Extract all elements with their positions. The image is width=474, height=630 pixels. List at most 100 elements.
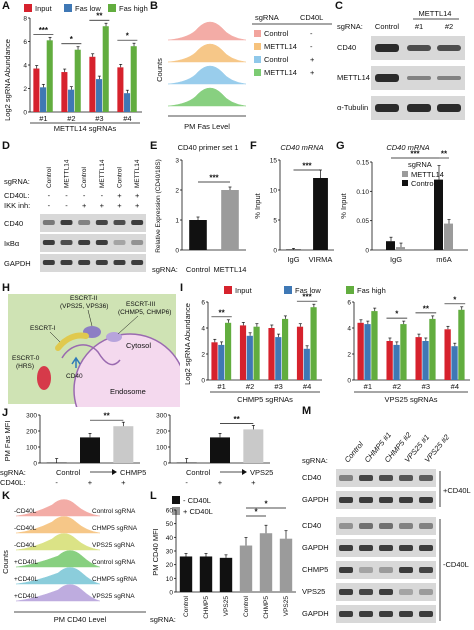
- cd40l-value: -: [48, 191, 51, 200]
- x-tick-label: #4: [123, 114, 131, 123]
- band: [339, 523, 353, 529]
- y-tick-label: 0: [169, 590, 173, 597]
- legend-sgrna: Control: [264, 55, 289, 64]
- panel-h: H ESCRT-II (VPS25, VPS36) ESCRT-III (CHM…: [0, 282, 180, 407]
- row-label-ikk: IKK inh:: [4, 201, 30, 210]
- lane-label: METTL14: [64, 159, 71, 188]
- lane-label: Control: [117, 166, 124, 188]
- band: [339, 589, 353, 595]
- bar-fas-high: [47, 40, 53, 112]
- lane-label: Control: [81, 166, 88, 188]
- legend-mettl14: METTL14: [411, 170, 444, 179]
- bar-fas-low: [422, 341, 428, 380]
- legend-swatch-input: [24, 4, 32, 12]
- bar-fas-low: [218, 345, 224, 380]
- bar-fas-low: [304, 349, 310, 380]
- bar: [286, 249, 301, 250]
- band-cd40: [131, 220, 143, 225]
- x-tick-label: VIRMA: [309, 255, 333, 264]
- x-group-label: METTL14 sgRNAs: [54, 124, 117, 133]
- x-tick-label: Control: [186, 265, 211, 274]
- band: [399, 567, 413, 573]
- band-ikba: [131, 240, 143, 245]
- legend-swatch: [254, 56, 261, 63]
- band-ikba: [43, 240, 55, 245]
- legend-swatch-fas-low: [284, 286, 292, 294]
- legend: Input Fas low Fas high: [24, 4, 148, 13]
- lane-label: Control: [343, 440, 366, 465]
- panel-label: A: [2, 0, 10, 12]
- escrt0-sub: (HRS): [16, 363, 34, 370]
- band: [379, 545, 393, 551]
- header-cd40l: CD40L: [300, 13, 323, 22]
- blot-tubulin: α-Tubulin: [337, 96, 465, 120]
- band: [339, 497, 353, 503]
- band: [339, 567, 353, 573]
- band-ikba: [78, 240, 90, 245]
- bar-input: [357, 323, 363, 380]
- histogram-2: [168, 66, 246, 84]
- side-label-bottom: -CD40L: [443, 560, 469, 569]
- sig-label: ***: [410, 150, 420, 159]
- band-gapdh: [131, 260, 143, 265]
- y-tick-label: 6: [23, 39, 27, 46]
- sig-label: *: [126, 32, 130, 41]
- x-tick-label: METTL14: [214, 265, 247, 274]
- band-cd40: [96, 220, 108, 225]
- y-axis-label: Counts: [155, 58, 164, 82]
- lane-1: #1: [415, 22, 423, 31]
- arrow-head-icon: [242, 469, 247, 475]
- target-right: VPS25: [250, 468, 273, 477]
- histogram-b: Counts PM Fas Level sgRNA CD40L Control-…: [150, 0, 335, 140]
- legend-cd40l: +: [310, 55, 315, 64]
- band-cd40: [114, 220, 126, 225]
- y-tick-label: 300: [26, 413, 37, 420]
- bar: [221, 190, 239, 250]
- row-cd40l: +CD40L: [14, 576, 38, 583]
- x-tick-label: IgG: [390, 255, 402, 264]
- target-left: CHMP5: [120, 468, 146, 477]
- band: [419, 567, 433, 573]
- y-tick-label: 0: [201, 378, 205, 385]
- band-gapdh: [43, 260, 55, 265]
- escrt2-label: ESCRT-II: [70, 295, 98, 302]
- bar: [313, 178, 328, 250]
- legend-sgrna: METTL14: [264, 42, 297, 51]
- band: [359, 567, 373, 573]
- bar-fas-low: [275, 337, 281, 380]
- sig-label: **: [96, 12, 103, 21]
- row-label-cd40l: CD40L:: [4, 191, 29, 200]
- lanes-label: sgRNA:: [337, 22, 363, 31]
- y-axis-label: Counts: [1, 550, 10, 574]
- side-label-top: +CD40L: [443, 486, 471, 495]
- bar-input: [386, 341, 392, 380]
- legend-plus-cd40l: + CD40L: [183, 507, 213, 516]
- band: [399, 611, 413, 617]
- band: [339, 475, 353, 481]
- legend-fas-high: Fas high: [357, 286, 386, 295]
- bar-mettl14: [444, 224, 453, 250]
- cd40l-value: +: [218, 478, 223, 487]
- y-tick-label: 50: [166, 521, 174, 528]
- y-tick-label: 8: [23, 16, 27, 23]
- header-sgrna: sgRNA: [255, 13, 279, 22]
- panel-i: I Input Fas low Fas high Log2 sgRNA Abun…: [180, 282, 474, 407]
- cytosol-label: Cytosol: [126, 341, 151, 350]
- cd40l-value: +: [121, 478, 126, 487]
- legend: - CD40L + CD40L: [172, 496, 213, 516]
- band-ikba: [96, 240, 108, 245]
- x-tick-label: VPS25: [283, 596, 290, 617]
- y-tick-label: 6: [347, 300, 351, 307]
- band: [339, 611, 353, 617]
- y-tick-label: 2: [201, 352, 205, 359]
- y-tick-label: 200: [26, 429, 37, 436]
- western-d: sgRNA: CD40L: IKK inh: Control--METTL14-…: [0, 140, 150, 280]
- x-tick-label: Control: [183, 595, 190, 617]
- bar-input: [444, 329, 450, 380]
- escrt0-shape: [37, 366, 51, 390]
- panel-label: G: [336, 140, 345, 152]
- sig-label: ***: [39, 26, 49, 35]
